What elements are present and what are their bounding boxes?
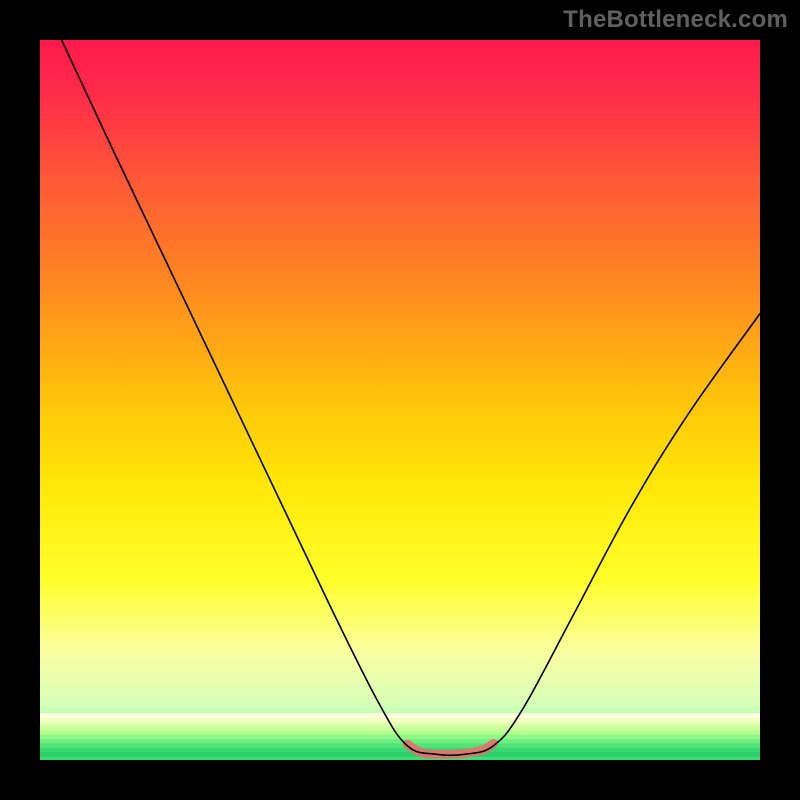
bottom-band [40,748,760,753]
bottom-band [40,730,760,735]
bottom-band [40,722,760,727]
chart-frame: TheBottleneck.com [0,0,800,800]
plot-area [40,40,760,760]
bottom-band [40,743,760,748]
gradient-background [40,40,760,760]
chart-svg [40,40,760,760]
watermark-text: TheBottleneck.com [563,6,788,34]
bottom-band [40,739,760,744]
bottom-band [40,726,760,731]
bottom-band [40,752,760,757]
bottom-band [40,718,760,723]
bottom-band [40,713,760,718]
